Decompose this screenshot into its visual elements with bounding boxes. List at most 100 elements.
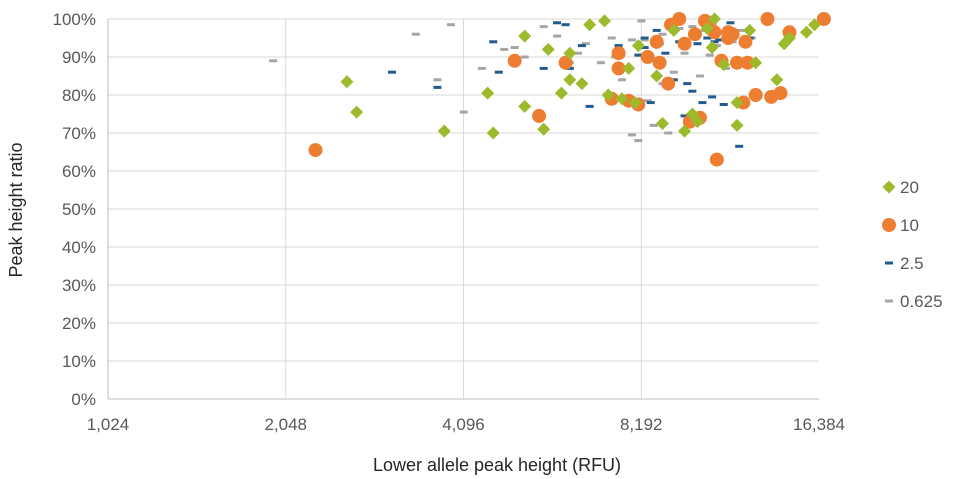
data-point [737, 28, 746, 32]
data-point [541, 42, 555, 56]
data-point [799, 25, 813, 39]
data-point [661, 76, 676, 91]
x-tick-label: 8,192 [620, 415, 663, 434]
data-point [712, 44, 721, 48]
data-point [710, 40, 719, 44]
data-point [658, 32, 667, 36]
data-point [518, 29, 532, 43]
legend-marker [885, 299, 893, 303]
y-tick-label: 80% [62, 86, 96, 105]
data-point [678, 124, 692, 138]
data-point [760, 12, 775, 26]
data-point [507, 53, 522, 68]
data-point [565, 66, 574, 70]
x-tick-label: 4,096 [442, 415, 485, 434]
legend-marker [882, 218, 896, 232]
data-point [640, 46, 649, 49]
data-point [618, 78, 627, 82]
data-point [816, 12, 831, 26]
data-point [627, 133, 636, 137]
data-point [573, 51, 582, 55]
data-point [661, 51, 670, 55]
data-point [730, 118, 744, 132]
data-point [539, 25, 548, 29]
legend-label: 20 [900, 178, 919, 197]
data-point [708, 95, 717, 99]
data-point [743, 23, 757, 37]
data-point [680, 114, 689, 118]
data-point [656, 117, 670, 130]
data-point [518, 99, 532, 113]
data-point [652, 28, 661, 32]
data-point [695, 74, 704, 78]
y-tick-label: 0% [71, 390, 96, 409]
legend-marker [885, 261, 893, 265]
legend-label: 2.5 [900, 254, 924, 273]
data-point [388, 70, 397, 74]
data-point [563, 46, 577, 60]
data-point [725, 27, 740, 42]
data-point [561, 23, 570, 27]
y-tick-label: 70% [62, 124, 96, 143]
data-point [614, 44, 623, 48]
data-point [577, 44, 586, 48]
data-point [705, 53, 714, 57]
data-point [650, 69, 664, 83]
data-point [726, 21, 735, 25]
data-point [705, 41, 719, 54]
data-point [598, 14, 612, 28]
data-point [675, 27, 684, 30]
data-point [773, 86, 788, 101]
data-point [615, 92, 629, 106]
data-point [520, 55, 529, 59]
data-point [652, 55, 667, 70]
data-point [667, 23, 681, 37]
data-point [631, 39, 645, 53]
data-point [693, 42, 702, 46]
data-point [437, 124, 451, 138]
data-point [634, 53, 643, 57]
data-point [558, 55, 573, 70]
data-point [500, 47, 509, 51]
data-point [749, 56, 763, 70]
y-tick-label: 100% [53, 10, 96, 29]
data-point [433, 85, 442, 89]
y-tick-label: 30% [62, 276, 96, 295]
axes [107, 19, 819, 400]
x-tick-label: 2,048 [264, 415, 307, 434]
data-point [707, 12, 721, 26]
data-point [554, 86, 568, 100]
data-point [719, 103, 728, 106]
data-point [688, 25, 697, 29]
data-point [687, 27, 702, 42]
data-point [640, 38, 649, 42]
data-point [489, 40, 498, 44]
data-point [539, 66, 548, 70]
data-point [411, 32, 420, 36]
data-point [477, 66, 486, 70]
data-point [669, 70, 678, 74]
y-tick-label: 40% [62, 238, 96, 257]
data-point [575, 77, 589, 91]
data-point [510, 46, 519, 49]
data-point [634, 139, 643, 143]
data-point [740, 55, 755, 70]
data-point [585, 104, 594, 108]
data-point [688, 89, 697, 93]
data-point [627, 38, 636, 42]
data-point [646, 101, 655, 105]
gridlines [108, 18, 819, 399]
data-point [622, 61, 636, 75]
data-point [537, 122, 551, 136]
data-point [715, 38, 724, 42]
y-tick-label: 90% [62, 48, 96, 67]
data-point [729, 55, 744, 70]
data-point [611, 46, 626, 61]
data-point [782, 31, 796, 45]
data-point [607, 36, 616, 40]
y-axis-ticks: 0% 10% 20% 30% 40% 50% 60% 70% 80% 90% 100% [53, 10, 96, 409]
data-point [583, 18, 597, 32]
data-point [481, 86, 495, 100]
data-point [350, 105, 364, 119]
